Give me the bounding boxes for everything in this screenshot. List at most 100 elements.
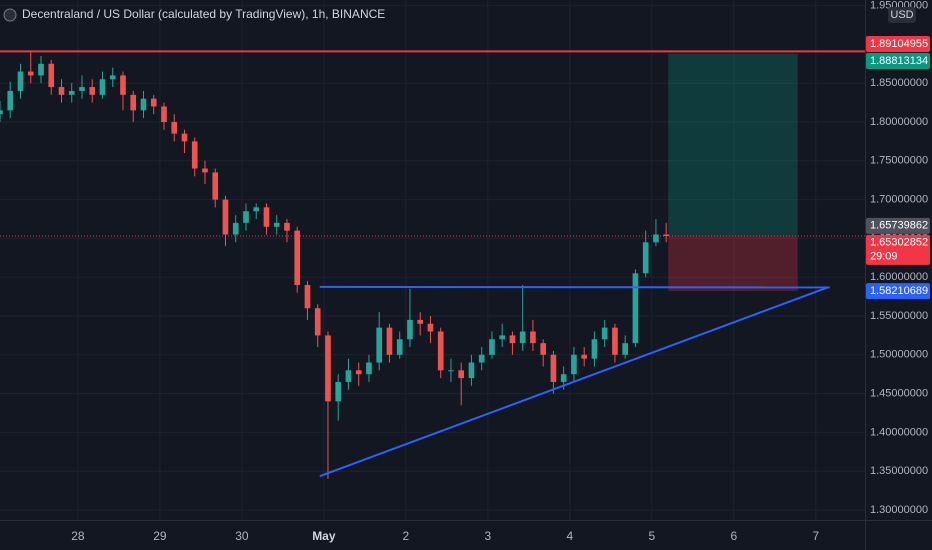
candle-body <box>427 323 434 332</box>
candle-body <box>27 71 34 76</box>
candle-body <box>478 354 485 363</box>
candle-body <box>191 141 198 169</box>
candle-body <box>560 374 567 382</box>
candle-body <box>458 370 465 379</box>
plot <box>0 50 865 479</box>
candle-body <box>38 63 44 76</box>
candle-body <box>273 222 280 227</box>
candle-body <box>58 87 65 95</box>
candle-body <box>140 98 147 111</box>
candle-body <box>7 90 14 111</box>
candle-body <box>571 354 577 375</box>
candle-body <box>396 339 403 355</box>
candle-body <box>171 121 178 134</box>
price-badge <box>866 283 930 300</box>
candle-body <box>612 327 618 355</box>
candle-body <box>314 308 321 336</box>
position-profit <box>668 53 798 237</box>
x-tick-label: 29 <box>153 529 167 543</box>
y-tick-label: 1.75000000 <box>870 155 928 167</box>
candle-body <box>304 284 311 309</box>
candle-body <box>202 168 208 173</box>
price-badge-label: 1.58210689 <box>870 285 928 297</box>
x-tick-label: 6 <box>730 529 737 543</box>
candle-body <box>530 331 536 344</box>
trend-line <box>319 286 829 478</box>
position-loss <box>668 236 798 292</box>
candle-body <box>150 98 157 107</box>
currency-badge[interactable] <box>888 7 916 23</box>
x-tick-label: 28 <box>71 529 85 543</box>
price-badge <box>866 52 930 69</box>
y-tick-label: 1.50000000 <box>870 349 928 361</box>
candle-body <box>366 362 372 375</box>
candle-body <box>130 94 137 111</box>
candle-body <box>632 273 639 344</box>
candle-body <box>519 331 526 344</box>
axes: 1.30000000 1.35000000 1.40000000 1.45000000… <box>71 0 930 543</box>
y-tick-label: 1.85000000 <box>870 77 928 89</box>
candle-body <box>120 75 126 95</box>
y-tick-label: 1.60000000 <box>870 271 928 283</box>
candle-body <box>499 335 506 340</box>
candle-body <box>407 319 413 340</box>
candle-body <box>653 234 659 243</box>
x-tick-label: 4 <box>566 529 573 543</box>
candle-body <box>325 335 331 402</box>
candle-body <box>663 234 669 237</box>
candle-body <box>232 222 239 235</box>
candle-body <box>263 207 270 227</box>
price-badge-label: 1.65302852 <box>870 237 928 249</box>
candle-body <box>284 222 290 231</box>
candle-body <box>489 339 495 355</box>
y-tick-label: 1.40000000 <box>870 426 928 438</box>
y-tick-label: 1.95000000 <box>870 0 928 11</box>
candle-body <box>509 335 516 344</box>
candle-body <box>591 339 598 359</box>
price-badge <box>866 35 930 52</box>
x-tick-label: 30 <box>235 529 249 543</box>
price-countdown: 29:09 <box>870 251 898 263</box>
candle-body <box>294 230 301 285</box>
candle-body <box>601 327 608 340</box>
candle-body <box>581 354 588 359</box>
y-tick-label: 1.30000000 <box>870 504 928 516</box>
candle-body <box>550 354 557 382</box>
candle-body <box>253 207 260 212</box>
candle-body <box>642 242 649 274</box>
candle-body <box>48 63 55 88</box>
candle-body <box>181 133 188 142</box>
candle-body <box>68 90 75 95</box>
candle-body <box>0 110 3 115</box>
y-tick-label: 1.70000000 <box>870 193 928 205</box>
currency: USD <box>890 9 913 21</box>
candle-body <box>622 343 628 355</box>
x-tick-label: 5 <box>648 529 655 543</box>
price-badge-label: 1.65739862 <box>870 220 928 232</box>
candle-body <box>386 327 393 355</box>
price-badge <box>866 234 930 265</box>
price-badge <box>866 217 930 234</box>
candle-body <box>355 370 362 375</box>
candle-body <box>335 381 342 402</box>
candle-body <box>161 106 167 122</box>
candle-body <box>417 319 424 324</box>
y-tick-label: 1.55000000 <box>870 310 928 322</box>
price-badge-label: 1.88813134 <box>870 55 928 67</box>
candle-body <box>243 211 249 223</box>
candle-body <box>109 75 116 80</box>
candle-body <box>89 87 96 95</box>
symbol-icon <box>3 8 17 22</box>
candle-body <box>540 343 547 355</box>
x-tick-label: 2 <box>403 529 410 543</box>
candle-body <box>79 87 85 91</box>
candle-body <box>17 71 24 91</box>
candle-body <box>437 331 444 371</box>
price-badge-label: 1.89104955 <box>870 38 928 50</box>
candle-body <box>468 362 475 379</box>
candle-body <box>376 327 383 363</box>
candle-body <box>345 370 352 382</box>
candle-body <box>222 199 229 235</box>
chart-title: Decentraland / US Dollar (calculated by … <box>22 7 385 21</box>
